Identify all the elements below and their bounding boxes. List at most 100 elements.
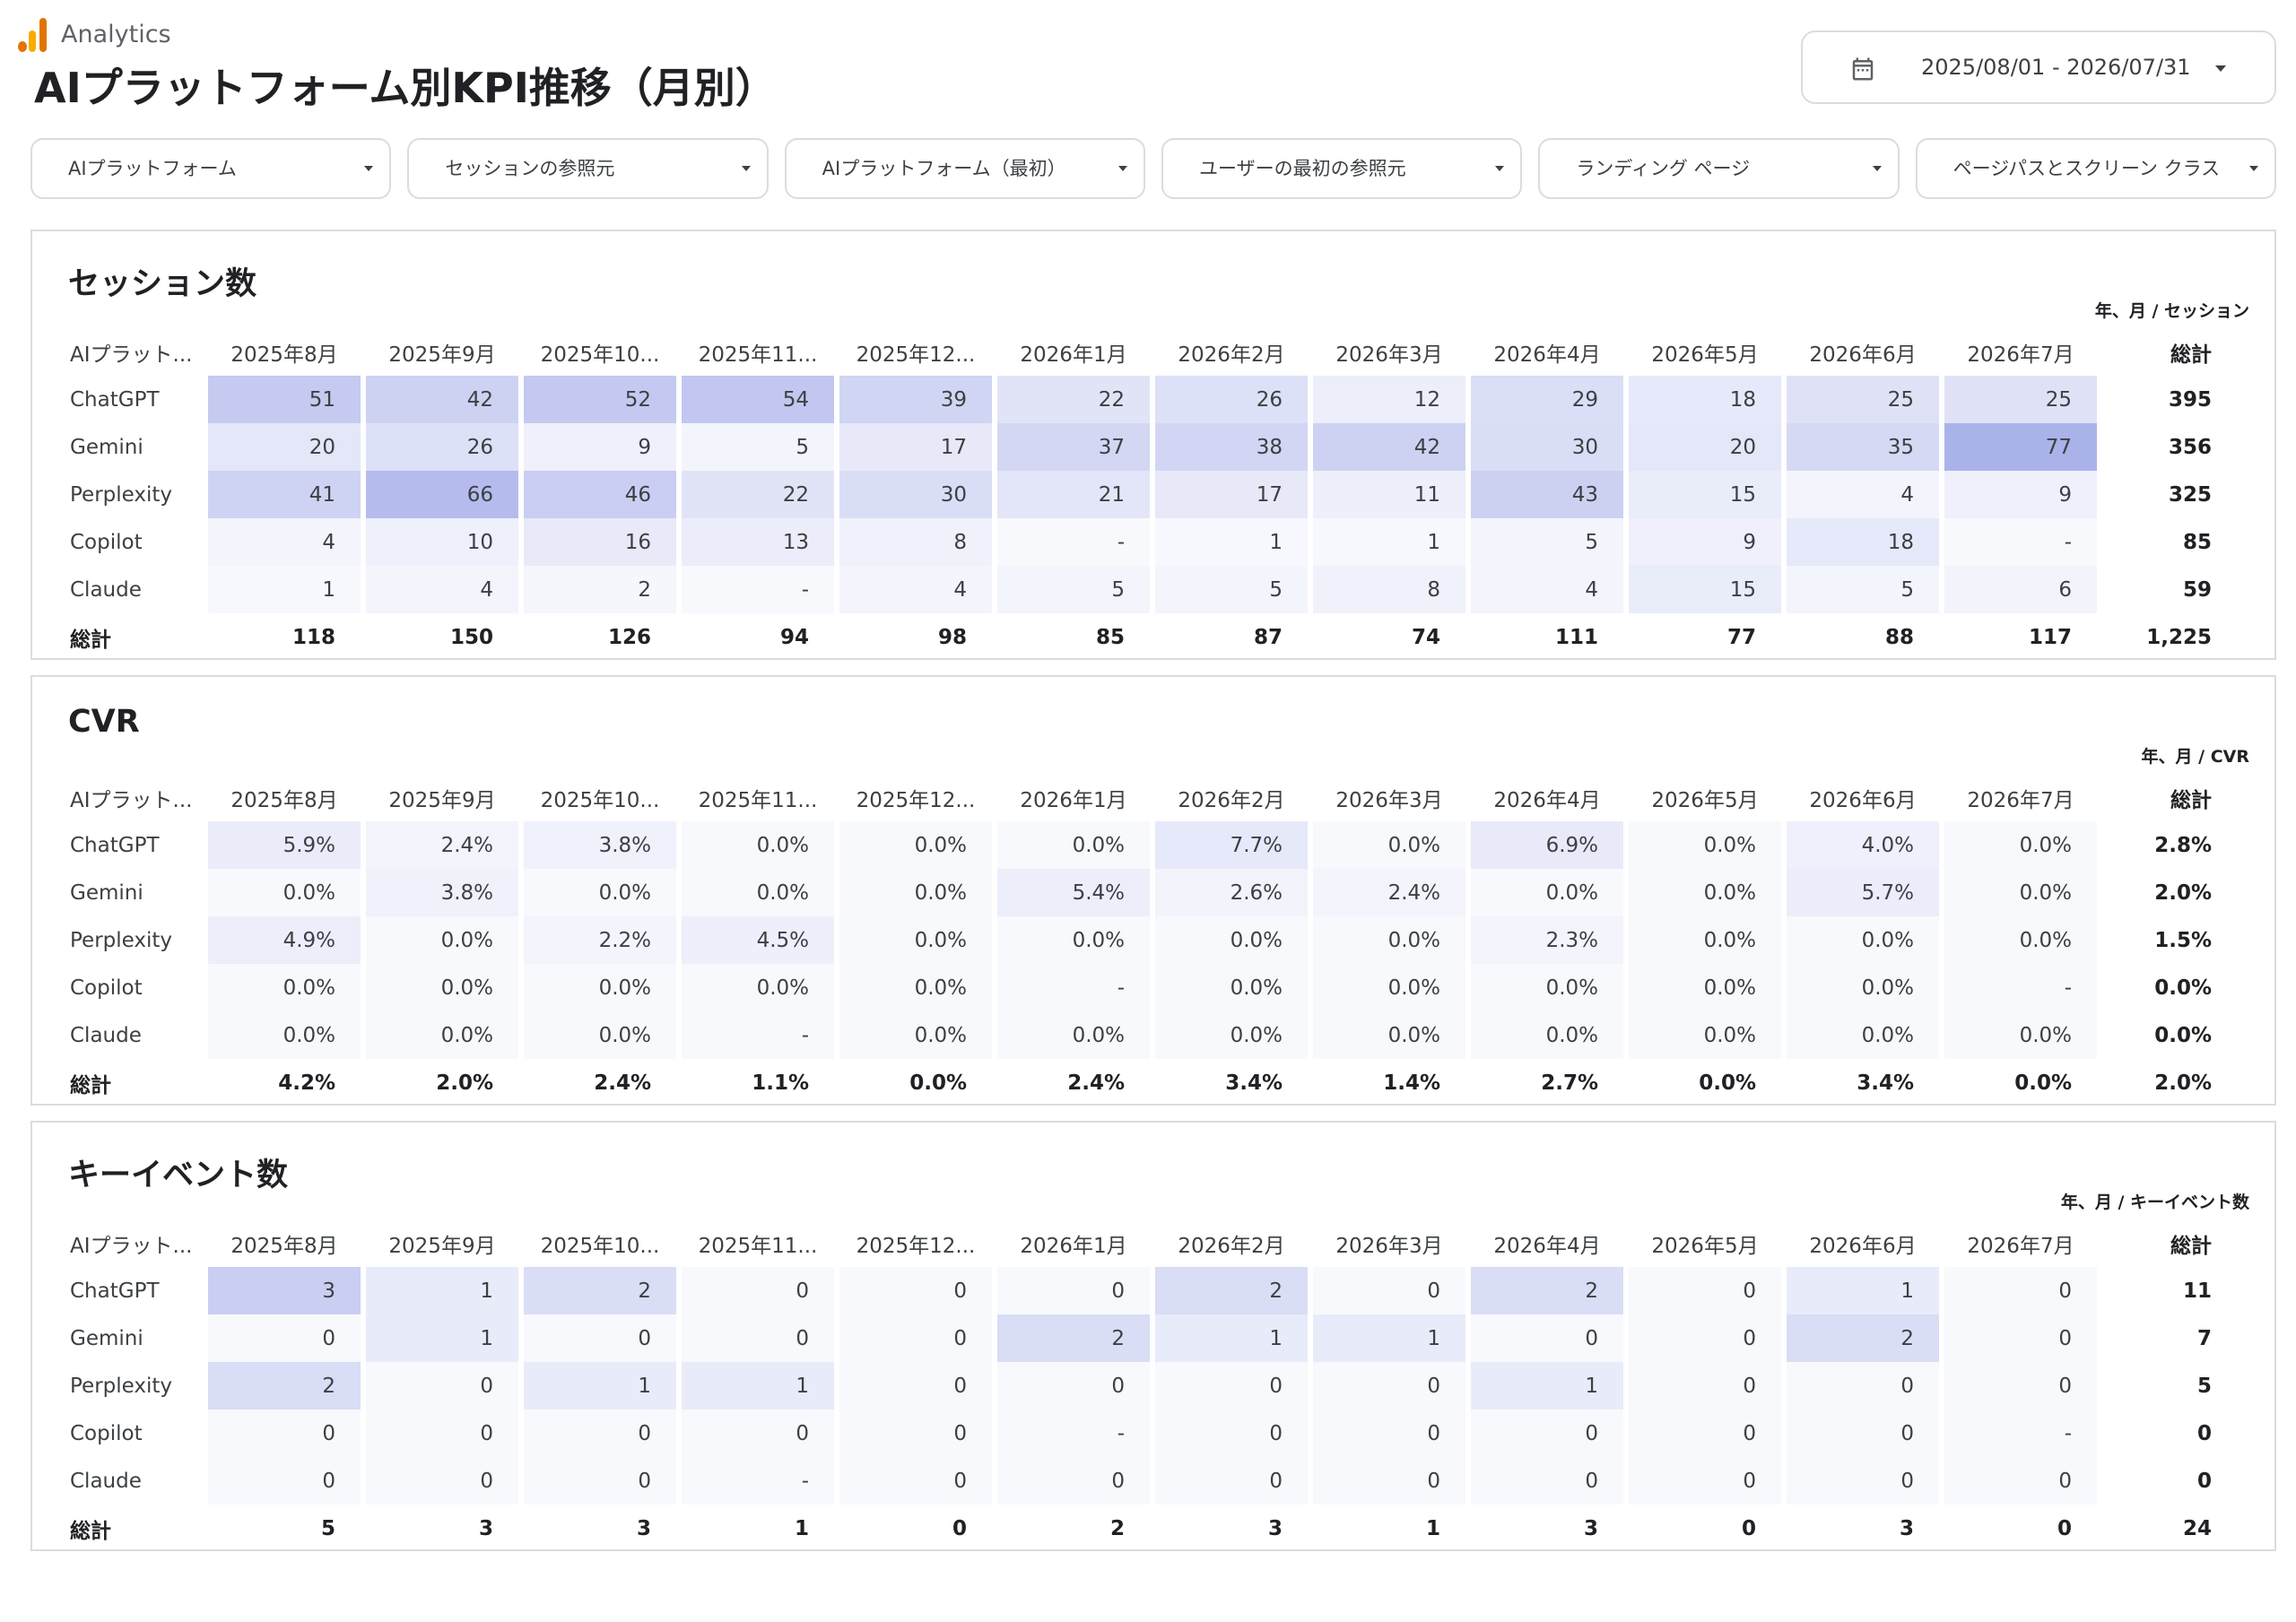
column-header-total[interactable]: 総計 — [2170, 1234, 2212, 1258]
column-total: 111 — [1554, 625, 1598, 649]
column-header-month[interactable]: 2026年3月 — [1335, 343, 1443, 367]
column-header-month[interactable]: 2026年7月 — [1967, 1234, 2074, 1258]
page-title: AIプラットフォーム別KPI推移（月別） — [34, 64, 777, 112]
grand-total: 2.0% — [2154, 1071, 2212, 1095]
column-header-platform[interactable]: AIプラット... — [70, 343, 193, 367]
pivot-table: AIプラット... 2025年8月 2025年9月 2025年10... 2025年11… — [57, 1219, 2242, 1552]
column-total: 150 — [449, 625, 493, 649]
column-total: 2.7% — [1541, 1071, 1598, 1095]
filter-first-ai-platform[interactable]: AIプラットフォーム（最初） — [784, 138, 1145, 199]
column-total: 77 — [1726, 625, 1756, 649]
column-header-month[interactable]: 2025年11... — [698, 343, 818, 367]
filter-first-user-source[interactable]: ユーザーの最初の参照元 — [1161, 138, 1523, 199]
grand-total: 1,225 — [2146, 625, 2212, 649]
column-header-month[interactable]: 2026年4月 — [1493, 1234, 1601, 1258]
heat-cell: 4.5% — [682, 916, 834, 964]
heat-cell: 37 — [997, 423, 1150, 471]
column-header-month[interactable]: 2026年5月 — [1651, 343, 1759, 367]
column-header-month[interactable]: 2025年8月 — [230, 343, 338, 367]
heat-cell: 51 — [208, 376, 361, 423]
column-header-month[interactable]: 2025年10... — [540, 788, 660, 812]
heat-cell: 22 — [997, 376, 1150, 423]
heat-cell: 9 — [524, 423, 676, 471]
heat-cell: 1 — [1787, 1267, 1939, 1314]
heat-cell: 0 — [524, 1314, 676, 1362]
column-header-month[interactable]: 2026年4月 — [1493, 788, 1601, 812]
column-header-month[interactable]: 2026年7月 — [1967, 343, 2074, 367]
column-header-month[interactable]: 2026年1月 — [1020, 788, 1127, 812]
heat-cell: 0 — [839, 1267, 992, 1314]
row-label: ChatGPT — [70, 833, 160, 857]
heat-cell: 13 — [682, 518, 834, 566]
calendar-icon — [1852, 57, 1874, 81]
panel-title: セッション数 — [68, 266, 257, 302]
column-header-month[interactable]: 2026年1月 — [1020, 1234, 1127, 1258]
column-header-month[interactable]: 2025年11... — [698, 788, 818, 812]
column-header-platform[interactable]: AIプラット... — [70, 1234, 193, 1258]
filter-landing-page[interactable]: ランディング ページ — [1538, 138, 1900, 199]
column-header-month[interactable]: 2025年8月 — [230, 1234, 338, 1258]
column-header-month[interactable]: 2026年3月 — [1335, 1234, 1443, 1258]
panel-axis-label: 年、月 / セッション — [2094, 301, 2249, 321]
row-label: Perplexity — [70, 1374, 173, 1398]
column-header-month[interactable]: 2025年12... — [856, 788, 976, 812]
heat-cell: 21 — [997, 471, 1150, 518]
row-label: Claude — [70, 1023, 142, 1047]
column-header-month[interactable]: 2026年2月 — [1178, 1234, 1285, 1258]
column-header-month[interactable]: 2025年9月 — [388, 343, 496, 367]
filter-page-path[interactable]: ページパスとスクリーン クラス — [1915, 138, 2276, 199]
heat-cell: 9 — [1944, 471, 2097, 518]
column-header-month[interactable]: 2025年9月 — [388, 1234, 496, 1258]
column-header-month[interactable]: 2025年8月 — [230, 788, 338, 812]
column-total: 1 — [1425, 1516, 1440, 1540]
heat-cell: 77 — [1944, 423, 2097, 471]
column-header-platform[interactable]: AIプラット... — [70, 788, 193, 812]
heat-cell: 0.0% — [1155, 916, 1308, 964]
heat-cell: 5 — [1787, 566, 1939, 613]
column-header-month[interactable]: 2026年7月 — [1967, 788, 2074, 812]
column-header-month[interactable]: 2025年12... — [856, 343, 976, 367]
column-header-month[interactable]: 2026年3月 — [1335, 788, 1443, 812]
column-header-month[interactable]: 2025年11... — [698, 1234, 818, 1258]
heat-cell: 1 — [1313, 1314, 1465, 1362]
column-header-month[interactable]: 2026年5月 — [1651, 788, 1759, 812]
brand: Analytics — [18, 16, 171, 52]
column-total: 126 — [607, 625, 651, 649]
chevron-down-icon — [364, 166, 374, 171]
column-header-month[interactable]: 2025年10... — [540, 1234, 660, 1258]
column-header-month[interactable]: 2026年6月 — [1809, 1234, 1917, 1258]
heat-cell: 0.0% — [524, 1011, 676, 1059]
column-header-month[interactable]: 2026年5月 — [1651, 1234, 1759, 1258]
column-header-month[interactable]: 2025年10... — [540, 343, 660, 367]
total-row: 総計 118 150 126 94 98 85 87 74 111 77 88 117 1,225 — [63, 613, 2237, 661]
column-header-month[interactable]: 2026年1月 — [1020, 343, 1127, 367]
heat-cell: 0.0% — [366, 1011, 518, 1059]
date-range-picker[interactable]: 2025/08/01 - 2026/07/31 — [1801, 30, 2276, 104]
heat-cell: 1 — [208, 566, 361, 613]
row-total: 59 — [2182, 577, 2212, 602]
heat-cell: 20 — [208, 423, 361, 471]
heat-cell: 2.3% — [1471, 916, 1623, 964]
column-header-total[interactable]: 総計 — [2170, 788, 2212, 812]
heat-cell: 0 — [1629, 1409, 1781, 1457]
heat-cell: 0.0% — [1629, 916, 1781, 964]
column-header-month[interactable]: 2026年6月 — [1809, 788, 1917, 812]
heat-cell: 2.4% — [366, 821, 518, 869]
row-total: 0 — [2196, 1421, 2212, 1445]
filter-session-source[interactable]: セッションの参照元 — [407, 138, 769, 199]
table-row: Gemini 20 26 9 5 17 37 38 42 30 20 35 77 356 — [63, 423, 2237, 471]
column-header-total[interactable]: 総計 — [2170, 343, 2212, 367]
heat-cell: 4 — [1471, 566, 1623, 613]
heat-cell: 0.0% — [1155, 964, 1308, 1011]
row-total: 5 — [2196, 1374, 2212, 1398]
filter-ai-platform[interactable]: AIプラットフォーム — [30, 138, 392, 199]
filter-label: ページパスとスクリーン クラス — [1952, 158, 2221, 179]
column-header-month[interactable]: 2025年12... — [856, 1234, 976, 1258]
heat-cell: 0 — [1155, 1457, 1308, 1505]
column-total: 87 — [1253, 625, 1283, 649]
column-header-month[interactable]: 2026年2月 — [1178, 343, 1285, 367]
column-header-month[interactable]: 2026年2月 — [1178, 788, 1285, 812]
column-header-month[interactable]: 2026年6月 — [1809, 343, 1917, 367]
column-header-month[interactable]: 2025年9月 — [388, 788, 496, 812]
column-header-month[interactable]: 2026年4月 — [1493, 343, 1601, 367]
